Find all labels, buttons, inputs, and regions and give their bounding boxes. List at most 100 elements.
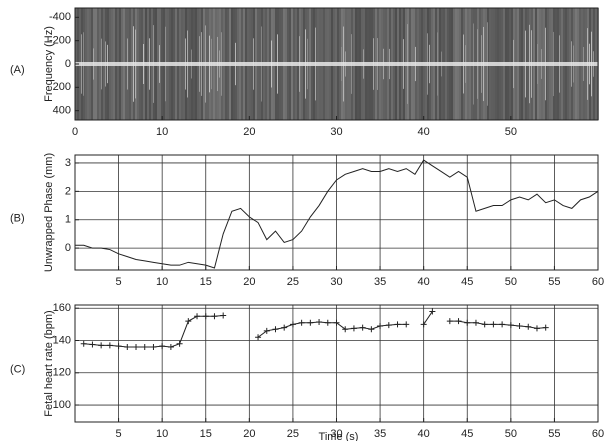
x-tick-label: 40 <box>418 428 430 440</box>
y-tick-label: -400 <box>49 11 71 23</box>
data-marker <box>385 322 392 329</box>
data-marker <box>211 313 218 320</box>
x-tick-label: 30 <box>330 428 342 440</box>
data-marker <box>420 321 427 328</box>
data-marker <box>533 325 540 332</box>
data-marker <box>202 313 209 320</box>
data-marker <box>89 341 96 348</box>
x-tick-label: 45 <box>461 276 473 288</box>
data-line <box>75 159 599 269</box>
data-marker <box>507 322 514 329</box>
data-marker <box>185 318 192 325</box>
x-axis-label: Time (s) <box>319 431 359 441</box>
x-tick-label: 40 <box>418 276 430 288</box>
x-tick-label: 25 <box>287 276 299 288</box>
data-marker <box>289 321 296 328</box>
data-marker <box>316 318 323 325</box>
x-tick-label: 15 <box>200 428 212 440</box>
data-marker <box>446 318 453 325</box>
data-marker <box>176 340 183 347</box>
data-marker <box>499 321 506 328</box>
data-marker <box>377 322 384 329</box>
data-marker <box>403 321 410 328</box>
panel: 5 10 15 20 25 30 35 40 45 50 55 60 100 120 140 160Fetal… <box>10 302 604 441</box>
data-marker <box>150 343 157 350</box>
panel-label: (A) <box>10 64 25 76</box>
x-tick-label: 15 <box>200 276 212 288</box>
x-tick-label: 5 <box>116 428 122 440</box>
x-tick-label: 25 <box>287 428 299 440</box>
y-tick-label: -200 <box>49 35 71 47</box>
data-marker <box>133 343 140 350</box>
x-tick-label: 35 <box>374 276 386 288</box>
panel-label: (C) <box>10 363 25 375</box>
data-marker <box>455 318 462 325</box>
data-marker <box>272 326 279 333</box>
y-tick-label: 2 <box>65 185 71 197</box>
data-line <box>83 314 224 348</box>
data-marker <box>516 322 523 329</box>
x-tick-label: 10 <box>156 428 168 440</box>
spectrogram-band <box>75 62 598 66</box>
data-line <box>257 321 407 338</box>
data-marker <box>359 324 366 331</box>
y-tick-label: 200 <box>53 81 71 93</box>
x-tick-label: 0 <box>72 126 78 138</box>
data-marker <box>333 319 340 326</box>
y-axis-label: Frequency (Hz) <box>43 26 55 102</box>
y-tick-label: 0 <box>65 58 71 70</box>
x-tick-label: 35 <box>374 428 386 440</box>
y-tick-label: 140 <box>53 334 71 346</box>
y-axis-label: Fetal heart rate (bpm) <box>43 310 55 416</box>
x-tick-label: 30 <box>330 276 342 288</box>
data-marker <box>194 313 201 320</box>
x-tick-label: 45 <box>461 428 473 440</box>
y-tick-label: 160 <box>53 302 71 314</box>
panel: 5 10 15 20 25 30 35 40 45 50 55 60 0 1 2 3 Unwrapped Pha… <box>10 153 604 288</box>
x-tick-label: 55 <box>548 276 560 288</box>
x-tick-label: 60 <box>592 276 604 288</box>
data-marker <box>281 324 288 331</box>
data-marker <box>167 343 174 350</box>
y-tick-label: 1 <box>65 214 71 226</box>
y-tick-label: 100 <box>53 399 71 411</box>
data-marker <box>159 343 166 350</box>
data-marker <box>263 327 270 334</box>
x-tick-label: 20 <box>243 428 255 440</box>
x-tick-label: 50 <box>505 428 517 440</box>
x-tick-label: 30 <box>330 126 342 138</box>
data-line <box>449 320 546 329</box>
x-tick-label: 50 <box>505 276 517 288</box>
x-tick-label: 60 <box>592 428 604 440</box>
data-marker <box>481 321 488 328</box>
data-marker <box>394 321 401 328</box>
x-tick-label: 10 <box>156 126 168 138</box>
data-marker <box>342 326 349 333</box>
data-marker <box>464 319 471 326</box>
x-tick-label: 55 <box>548 428 560 440</box>
x-tick-label: 20 <box>243 276 255 288</box>
x-tick-label: 10 <box>156 276 168 288</box>
data-marker <box>298 319 305 326</box>
data-marker <box>255 334 262 341</box>
y-tick-label: 3 <box>65 157 71 169</box>
x-tick-label: 5 <box>116 276 122 288</box>
data-marker <box>542 324 549 331</box>
data-marker <box>472 319 479 326</box>
y-tick-label: 0 <box>65 242 71 254</box>
data-marker <box>220 312 227 319</box>
data-marker <box>98 342 105 349</box>
data-marker <box>324 319 331 326</box>
data-line <box>423 311 433 325</box>
x-tick-label: 40 <box>418 126 430 138</box>
data-marker <box>368 326 375 333</box>
x-tick-label: 20 <box>243 126 255 138</box>
data-marker <box>106 342 113 349</box>
panel: 0 10 20 30 40 50 -400 -200 0 200 400 Frequency (Hz)… <box>10 7 599 138</box>
data-marker <box>124 343 131 350</box>
data-marker <box>307 319 314 326</box>
y-tick-label: 120 <box>53 367 71 379</box>
data-marker <box>525 323 532 330</box>
y-tick-label: 400 <box>53 105 71 117</box>
data-marker <box>80 340 87 347</box>
